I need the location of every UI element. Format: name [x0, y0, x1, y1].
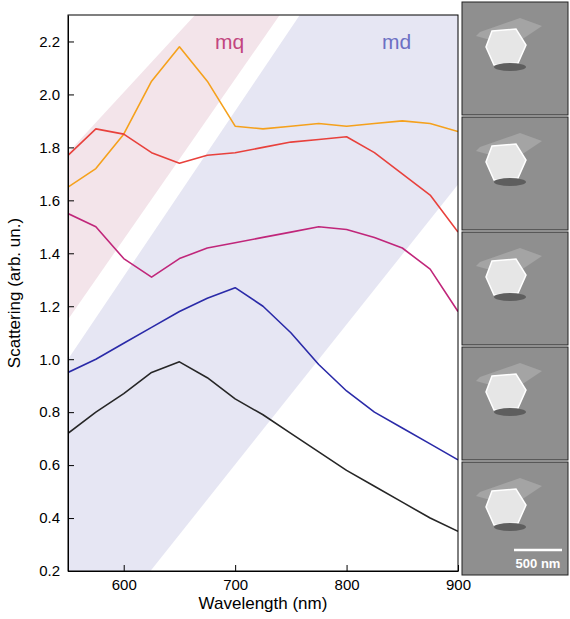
- y-tick-mark: [68, 147, 74, 148]
- y-tick-label: 1.4: [39, 245, 60, 262]
- particle: [486, 374, 526, 410]
- x-tick-mark: [124, 565, 125, 571]
- particle: [486, 29, 526, 65]
- y-tick: 0.4: [39, 509, 74, 526]
- y-tick-mark: [68, 94, 74, 95]
- x-tick-label: 700: [223, 576, 248, 593]
- particle-shadow: [494, 178, 526, 186]
- particle: [486, 259, 526, 295]
- y-tick: 1.0: [39, 350, 74, 367]
- y-axis-line: [68, 16, 69, 572]
- y-tick-label: 1.6: [39, 192, 60, 209]
- y-tick: 2.0: [39, 86, 74, 103]
- y-tick-label: 0.2: [39, 562, 60, 579]
- band-label: md: [382, 30, 411, 53]
- y-tick-label: 0.4: [39, 509, 60, 526]
- x-tick-mark: [458, 565, 459, 571]
- x-tick: 800: [335, 565, 360, 593]
- spectrum-line: [68, 362, 458, 531]
- micrograph: [462, 2, 568, 115]
- scale-bar-label: 500 nm: [516, 556, 561, 571]
- y-tick-mark: [68, 359, 74, 360]
- scale-bar: [514, 549, 562, 552]
- x-axis-line: [69, 571, 459, 572]
- particle: [486, 489, 526, 525]
- y-tick: 1.8: [39, 139, 74, 156]
- y-tick-mark: [68, 518, 74, 519]
- x-tick-mark: [235, 565, 236, 571]
- y-tick-label: 1.2: [39, 298, 60, 315]
- x-tick-label: 900: [446, 576, 471, 593]
- spectrum-line: [68, 129, 458, 232]
- y-tick-label: 2.2: [39, 33, 60, 50]
- y-tick: 0.2: [39, 562, 74, 579]
- y-tick: 1.2: [39, 298, 74, 315]
- x-tick: 700: [223, 565, 248, 593]
- particle-shadow: [494, 408, 526, 416]
- y-tick-mark: [68, 253, 74, 254]
- chart: mq md 600 700 800 900 0.2 0.4 0.6 0.8 1.0 1.2 1.4 1.6…: [0, 0, 570, 619]
- y-tick-label: 2.0: [39, 86, 60, 103]
- particle-shadow: [494, 523, 526, 531]
- y-tick-label: 0.8: [39, 403, 60, 420]
- y-tick-mark: [68, 200, 74, 201]
- y-tick-label: 0.6: [39, 456, 60, 473]
- micrograph: [462, 117, 568, 230]
- micrograph-panels: [462, 2, 568, 575]
- spectrum-line: [68, 214, 458, 312]
- y-tick-mark: [68, 465, 74, 466]
- x-tick: 600: [112, 565, 137, 593]
- y-tick-mark: [68, 571, 74, 572]
- y-tick: 1.4: [39, 245, 74, 262]
- y-tick-mark: [68, 306, 74, 307]
- x-axis: 600 700 800 900: [69, 565, 472, 593]
- y-tick: 2.2: [39, 33, 74, 50]
- micrograph: [462, 462, 568, 575]
- particle-shadow: [494, 293, 526, 301]
- plot-frame: [68, 15, 458, 571]
- spectrum-line: [68, 288, 458, 460]
- y-tick-label: 1.0: [39, 350, 60, 367]
- y-tick: 0.8: [39, 403, 74, 420]
- particle-shadow: [494, 63, 526, 71]
- y-tick: 1.6: [39, 192, 74, 209]
- y-tick-label: 1.8: [39, 139, 60, 156]
- spectrum-line: [68, 47, 458, 187]
- band: [68, 15, 458, 571]
- y-tick: 0.6: [39, 456, 74, 473]
- plot-area: [68, 15, 458, 571]
- particle: [486, 144, 526, 180]
- micrograph: [462, 232, 568, 345]
- y-tick-mark: [68, 412, 74, 413]
- band-label: mq: [215, 30, 244, 53]
- x-tick-label: 800: [335, 576, 360, 593]
- x-tick-mark: [347, 565, 348, 571]
- x-axis-title: Wavelength (nm): [199, 594, 328, 613]
- micrograph: [462, 347, 568, 460]
- y-axis-title: Scattering (arb. un.): [5, 218, 24, 368]
- y-tick-mark: [68, 41, 74, 42]
- x-tick-label: 600: [112, 576, 137, 593]
- y-axis: 0.2 0.4 0.6 0.8 1.0 1.2 1.4 1.6 1.8 2.0 2.2: [39, 16, 74, 580]
